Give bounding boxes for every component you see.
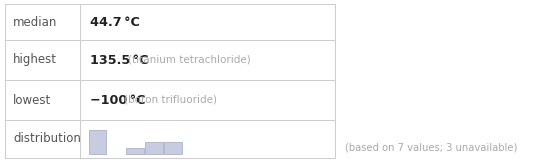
Text: distribution: distribution [13, 133, 81, 145]
Text: −100 °C: −100 °C [90, 93, 146, 106]
Bar [146, 142, 162, 154]
Text: median: median [13, 16, 57, 29]
Text: 44.7 °C: 44.7 °C [90, 16, 140, 29]
Bar [126, 148, 144, 154]
Text: lowest: lowest [13, 93, 51, 106]
Text: (boron trifluoride): (boron trifluoride) [124, 95, 217, 105]
Text: highest: highest [13, 53, 57, 66]
Bar [89, 130, 106, 154]
Bar [5, 4, 335, 158]
Text: 135.5 °C: 135.5 °C [90, 53, 148, 66]
Text: (titanium tetrachloride): (titanium tetrachloride) [128, 55, 251, 65]
Text: (based on 7 values; 3 unavailable): (based on 7 values; 3 unavailable) [345, 143, 517, 153]
Bar [164, 142, 181, 154]
